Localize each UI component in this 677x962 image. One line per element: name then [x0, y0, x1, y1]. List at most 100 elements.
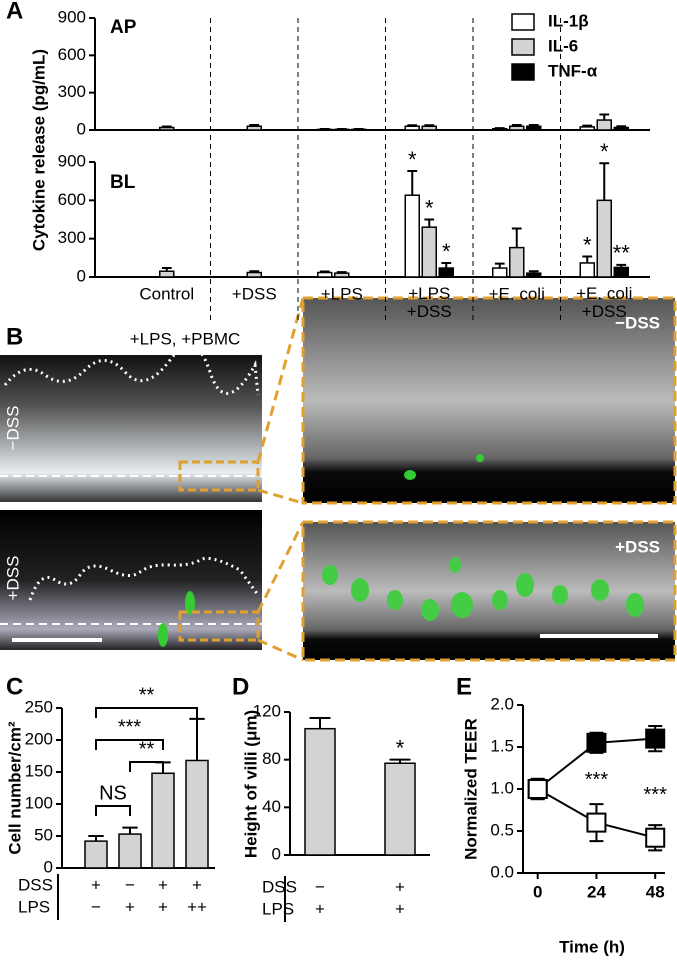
table-cell: + [91, 875, 101, 894]
table-cell: + [158, 897, 168, 916]
x-tick-label: +E. coli +DSS [576, 284, 632, 321]
bar [509, 125, 525, 131]
marker [586, 812, 607, 833]
marker [527, 779, 548, 799]
bar [159, 126, 175, 131]
y-tick-label: 0 [44, 857, 53, 876]
table-cell: − [315, 877, 325, 896]
error-bar [407, 169, 418, 196]
error-bar [511, 227, 522, 248]
bar [596, 119, 612, 131]
bar [492, 128, 508, 131]
bar [492, 267, 508, 278]
legend-swatch [511, 38, 535, 56]
zoom-box [178, 610, 260, 642]
x-tick-label: 0 [533, 882, 542, 901]
image-label: −DSS [3, 406, 22, 451]
bracket-label: ** [139, 738, 155, 760]
y-tick-label: 0 [77, 266, 86, 285]
bracket [129, 761, 164, 772]
bar [246, 271, 262, 278]
x-tick-label: +LPS +DSS [407, 284, 452, 321]
table-cell: + [158, 875, 168, 894]
y-axis-label: Normalized TEER [461, 718, 480, 860]
bracket-label: *** [118, 716, 142, 738]
bar [613, 126, 629, 131]
y-tick-label: 900 [58, 151, 86, 170]
y-tick-label: 150 [25, 761, 53, 780]
error-bar [441, 261, 452, 269]
bracket [95, 707, 198, 718]
table-cell: + [125, 897, 135, 916]
cells [322, 557, 644, 621]
legend-swatch [511, 63, 535, 81]
dotted-outline [28, 556, 260, 601]
image-label: +DSS [3, 556, 22, 601]
micrograph [0, 355, 262, 502]
table-row-label: DSS [18, 875, 53, 894]
x-tick-label: +LPS [321, 284, 363, 303]
y-tick-label: 80 [262, 749, 281, 768]
bracket-label: ** [139, 684, 155, 706]
y-tick-label: 600 [58, 45, 86, 64]
bar [579, 262, 595, 278]
table-row-label: DSS [262, 877, 297, 896]
table-cell: + [395, 877, 405, 896]
significance: ** [613, 241, 631, 266]
bar [304, 727, 336, 856]
table-row-label: LPS [18, 897, 50, 916]
x-tick-label: Control [139, 284, 194, 303]
x-tick-label: 48 [646, 882, 665, 901]
bar [596, 199, 612, 278]
cell [476, 454, 484, 462]
table-cell: + [395, 899, 405, 918]
chart-title: BL [110, 172, 136, 193]
y-tick-label: 0.0 [490, 862, 514, 881]
bar [579, 126, 595, 131]
chart-title: AP [110, 17, 137, 38]
significance: * [396, 735, 405, 760]
image-panel: +LPS, +PBMC −DSS +DSS −DSS +DSS [0, 296, 677, 662]
legend-label: IL-6 [548, 36, 578, 55]
error-bar [309, 716, 331, 729]
bar [351, 128, 367, 131]
bar [613, 266, 629, 278]
y-tick-label: 50 [34, 825, 53, 844]
y-axis-label: Height of villi (μm) [241, 710, 260, 858]
error-bar [189, 717, 205, 761]
y-tick-label: 0.5 [490, 820, 514, 839]
bar [404, 194, 420, 278]
bar [421, 226, 437, 278]
zoom-connectors [256, 297, 305, 662]
table-cell: − [125, 875, 135, 894]
image-caption: +LPS, +PBMC [130, 329, 241, 348]
bracket [95, 739, 164, 750]
significance: * [425, 195, 434, 220]
y-tick-label: 1.5 [490, 736, 514, 755]
y-tick-label: 900 [58, 7, 86, 26]
bar [526, 125, 542, 131]
marker [645, 728, 666, 749]
micrograph [0, 510, 262, 650]
bar [185, 759, 209, 869]
panel-label: C [6, 673, 23, 700]
dotted-outline [3, 344, 260, 396]
cell [404, 470, 416, 480]
bar [317, 128, 333, 131]
table-cell: + [192, 875, 202, 894]
y-tick-label: 100 [25, 793, 53, 812]
bracket-label: NS [99, 782, 127, 804]
x-tick-label: 24 [587, 882, 606, 901]
error-bar [88, 835, 104, 842]
bar [118, 833, 142, 869]
error-bar [582, 255, 593, 263]
panel-label: E [456, 673, 472, 700]
bar [509, 246, 525, 278]
error-bar [122, 826, 138, 835]
bar [151, 772, 175, 869]
cell [158, 623, 168, 647]
y-tick-label: 0 [77, 119, 86, 138]
bracket [95, 805, 131, 816]
significance: *** [585, 769, 609, 791]
table-row-label: LPS [262, 899, 294, 918]
